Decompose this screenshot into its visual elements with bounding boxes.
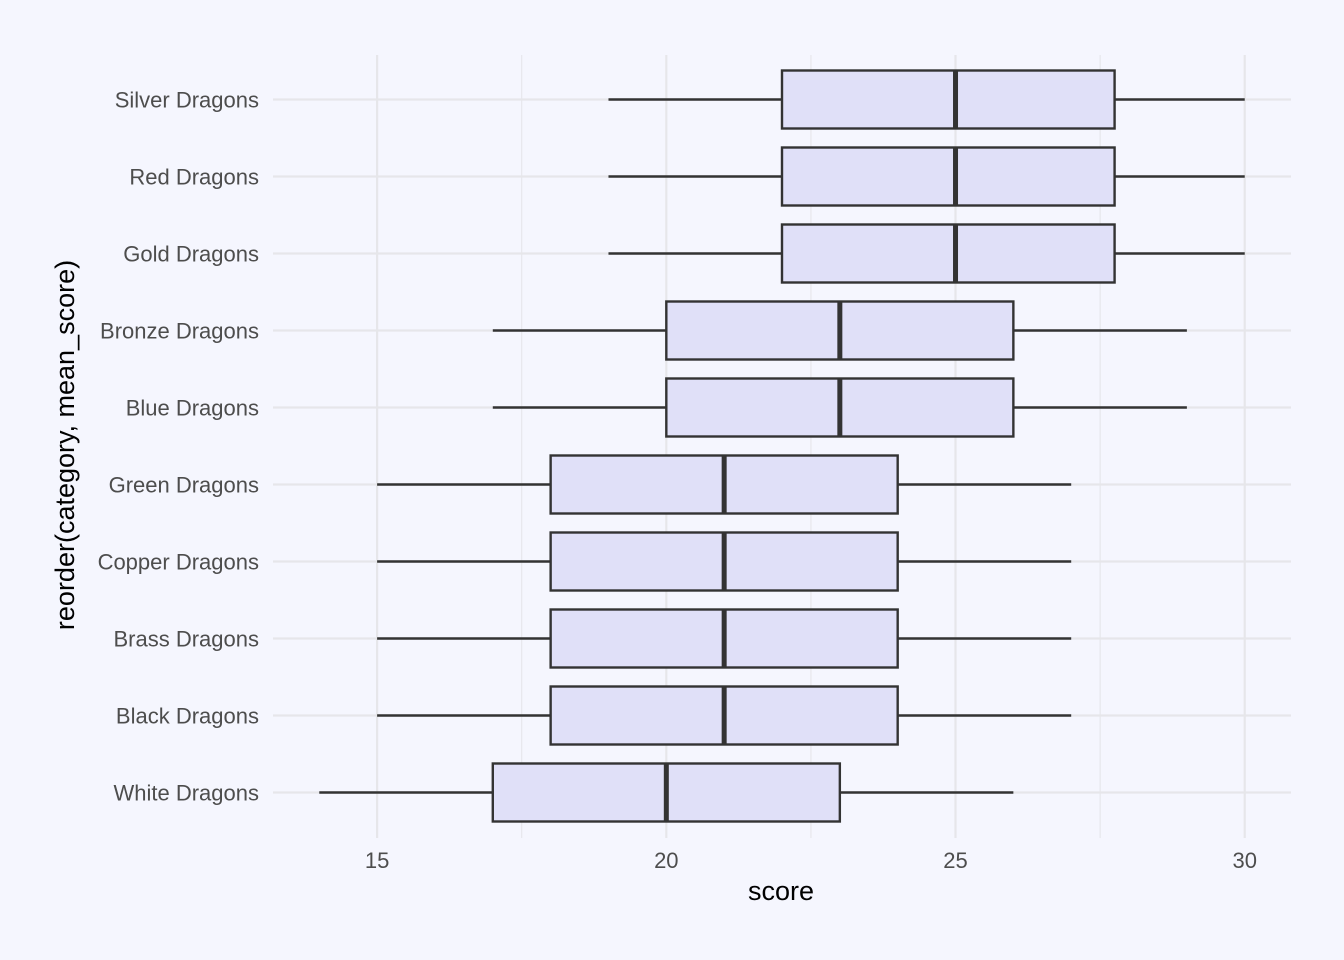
y-tick-label: Blue Dragons [126, 396, 259, 421]
box-red-dragons [608, 146, 1245, 207]
box-white-dragons [319, 762, 1014, 823]
box-brass-dragons [377, 608, 1072, 669]
y-tick-label: White Dragons [113, 781, 259, 806]
box-copper-dragons [377, 531, 1072, 592]
box-blue-dragons [492, 377, 1187, 438]
x-axis-title: score [748, 876, 814, 906]
x-tick-label: 15 [365, 848, 389, 873]
y-tick-label: Red Dragons [129, 165, 259, 190]
y-tick-label: Black Dragons [116, 704, 259, 729]
x-tick-label: 30 [1232, 848, 1256, 873]
box-gold-dragons [608, 223, 1245, 284]
y-tick-label: Gold Dragons [123, 242, 259, 267]
iqr-box [780, 223, 1116, 284]
x-axis-tick-labels: 15 20 25 30 [365, 848, 1257, 873]
x-tick-label: 20 [654, 848, 678, 873]
y-tick-label: Bronze Dragons [100, 319, 259, 344]
iqr-box [780, 146, 1116, 207]
box-green-dragons [377, 454, 1072, 515]
box-black-dragons [377, 685, 1072, 746]
box-bronze-dragons [492, 300, 1187, 361]
boxes [319, 69, 1245, 823]
y-tick-label: Brass Dragons [113, 627, 259, 652]
y-tick-label: Silver Dragons [115, 88, 259, 113]
iqr-box [780, 69, 1116, 130]
y-axis-title: reorder(category, mean_score) [50, 260, 80, 630]
y-tick-label: Copper Dragons [98, 550, 259, 575]
x-tick-label: 25 [943, 848, 967, 873]
box-silver-dragons [608, 69, 1245, 130]
y-tick-label: Green Dragons [109, 473, 259, 498]
y-axis-tick-labels: Silver Dragons Red Dragons Gold Dragons Bro… [98, 88, 259, 806]
